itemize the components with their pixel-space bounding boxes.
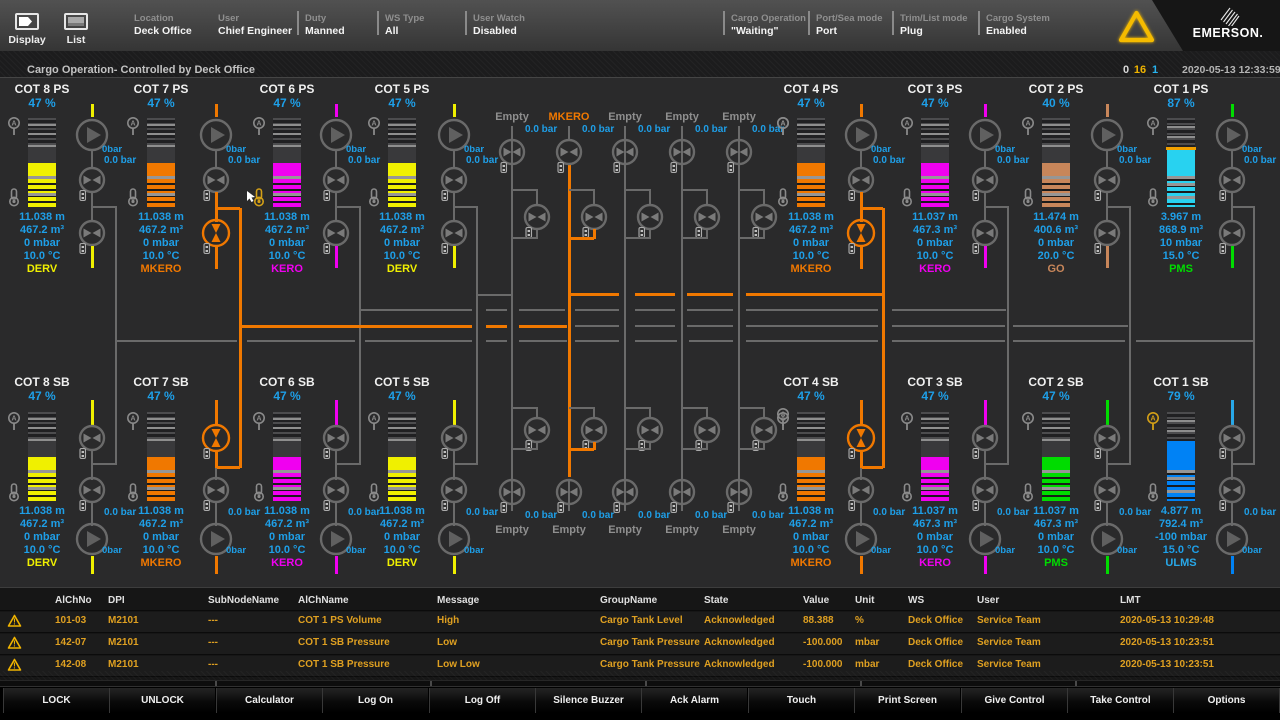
svg-text:A: A [371,121,376,128]
svg-text:A: A [780,121,785,128]
svg-text:A: A [130,416,135,423]
svg-text:A: A [1025,416,1030,423]
svg-text:A: A [11,416,16,423]
svg-text:!: ! [13,618,16,627]
svg-text:A: A [780,121,785,128]
svg-text:A: A [904,121,909,128]
svg-text:A: A [130,121,135,128]
svg-text:A: A [256,121,261,128]
svg-text:A: A [1025,121,1030,128]
svg-text:A: A [780,412,785,419]
svg-text:!: ! [13,640,16,649]
svg-text:A: A [256,416,261,423]
svg-text:A: A [1150,416,1155,423]
svg-text:!: ! [13,662,16,671]
svg-text:A: A [904,416,909,423]
svg-text:A: A [1150,121,1155,128]
svg-text:A: A [371,416,376,423]
svg-text:A: A [11,121,16,128]
